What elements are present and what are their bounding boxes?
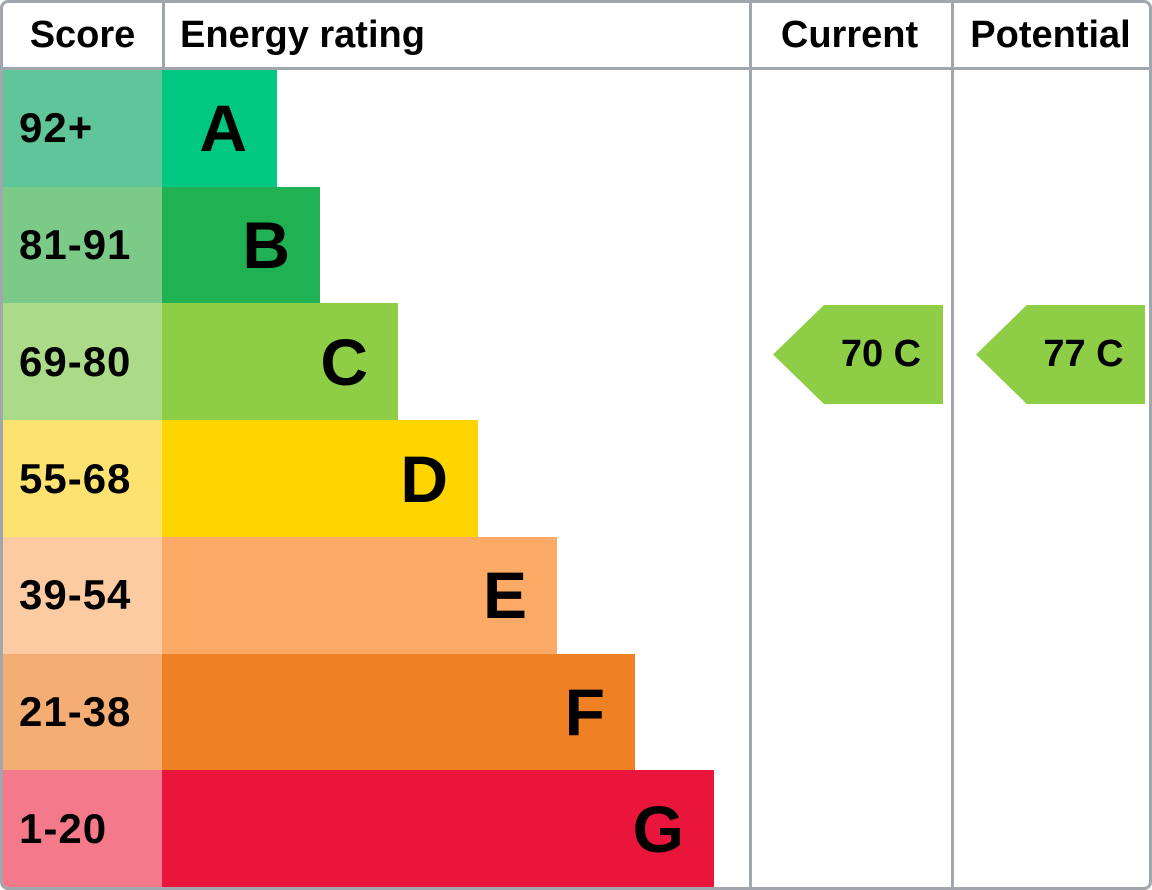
score-range: 21-38: [3, 653, 162, 771]
band-bar-c: C: [162, 303, 398, 421]
rating-row-a: 92+ A: [3, 70, 749, 187]
score-range: 92+: [3, 70, 162, 187]
rating-row-c: 69-80 C: [3, 303, 749, 421]
band-bar-d: D: [162, 420, 478, 537]
potential-column-header: Potential: [970, 14, 1131, 56]
score-range: 39-54: [3, 536, 162, 654]
rating-row-f: 21-38 F: [3, 653, 749, 771]
rating-row-e: 39-54 E: [3, 536, 749, 654]
rating-row-b: 81-91 B: [3, 186, 749, 304]
score-header-divider: [162, 3, 165, 67]
current-column-header: Current: [780, 14, 919, 56]
score-range: 69-80: [3, 303, 162, 421]
rating-row-g: 1-20 G: [3, 770, 749, 887]
band-bar-f: F: [162, 653, 635, 771]
score-range: 1-20: [3, 770, 162, 887]
band-bar-b: B: [162, 186, 320, 304]
current-rating-arrow: 70 C: [773, 305, 943, 404]
potential-column-divider: [951, 3, 954, 887]
rating-row-d: 55-68 D: [3, 420, 749, 537]
rating-rows: 92+ A 81-91 B 69-80 C 55-68 D 39-54 E 21…: [3, 70, 749, 887]
band-bar-g: G: [162, 770, 714, 887]
score-range: 81-91: [3, 186, 162, 304]
potential-rating-arrow: 77 C: [976, 305, 1145, 404]
band-bar-e: E: [162, 536, 557, 654]
band-bar-a: A: [162, 70, 277, 187]
energy-rating-column-header: Energy rating: [180, 14, 425, 56]
score-column-header: Score: [29, 14, 136, 56]
score-range: 55-68: [3, 420, 162, 537]
current-column-divider: [749, 3, 752, 887]
header-underline: [3, 67, 1149, 70]
